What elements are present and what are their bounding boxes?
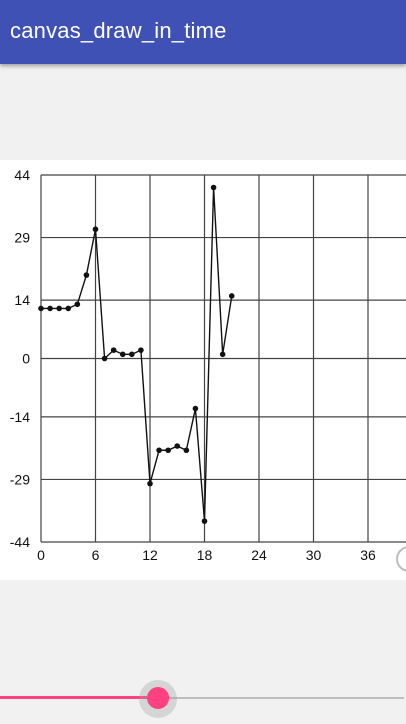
app-bar: canvas_draw_in_time [0, 0, 406, 64]
app-title: canvas_draw_in_time [10, 18, 227, 43]
data-point [74, 301, 81, 308]
time-slider[interactable] [0, 672, 406, 724]
x-tick-label: 6 [92, 547, 100, 563]
y-tick-label: 14 [14, 292, 30, 308]
y-tick-label: 0 [22, 351, 30, 367]
data-point [56, 305, 62, 312]
series-line [41, 187, 233, 522]
data-point [174, 443, 181, 449]
x-tick-label: 24 [251, 547, 267, 563]
x-tick-label: 12 [142, 547, 158, 563]
x-tick-label: 36 [360, 547, 376, 563]
data-point [38, 305, 44, 312]
chart-panel: 44 29 14 0 -14 -29 -44 0 6 12 18 24 30 36 [0, 160, 406, 580]
slider-progress [0, 696, 148, 699]
slider-thumb[interactable] [147, 687, 170, 709]
slider-track[interactable] [0, 697, 404, 699]
data-point [147, 480, 153, 487]
y-tick-label: 44 [14, 167, 30, 183]
y-tick-label: -29 [10, 471, 30, 487]
data-point [119, 351, 126, 358]
data-point [165, 447, 171, 454]
x-tick-label: 30 [306, 547, 322, 563]
y-tick-label: 29 [14, 230, 30, 246]
data-point [101, 355, 108, 362]
y-tick-label: -14 [10, 409, 30, 425]
data-point [65, 305, 72, 312]
data-point [219, 351, 226, 358]
x-tick-label: 0 [37, 547, 45, 563]
data-point [110, 347, 117, 353]
line-chart: 44 29 14 0 -14 -29 -44 0 6 12 18 24 30 36 [10, 167, 406, 563]
data-point [201, 518, 208, 524]
data-point [156, 447, 162, 454]
data-point [183, 447, 190, 454]
data-point [47, 305, 53, 312]
data-point [83, 272, 90, 278]
data-point [129, 351, 135, 358]
data-point [228, 293, 235, 299]
data-point [138, 347, 144, 353]
data-point [92, 226, 99, 233]
x-tick-label: 18 [197, 547, 213, 563]
data-point [210, 184, 217, 191]
y-tick-label: -44 [10, 534, 30, 550]
data-point [192, 405, 199, 412]
